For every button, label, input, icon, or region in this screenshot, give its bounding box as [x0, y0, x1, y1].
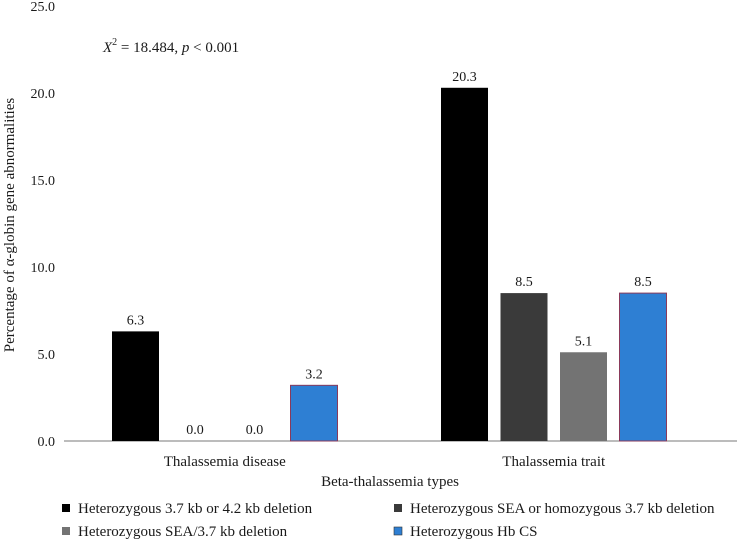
- bar: [619, 292, 667, 442]
- category-label: Thalassemia trait: [502, 454, 606, 470]
- bar: [560, 352, 607, 441]
- legend-label: Heterozygous 3.7 kb or 4.2 kb deletion: [78, 501, 313, 517]
- data-label: 5.1: [575, 334, 593, 349]
- stat-value: = 18.484,: [117, 40, 182, 56]
- data-label: 20.3: [452, 70, 477, 85]
- data-label: 6.3: [127, 313, 145, 328]
- legend-label: Heterozygous SEA or homozygous 3.7 kb de…: [410, 501, 715, 517]
- data-label: 3.2: [305, 367, 323, 382]
- legend-swatch: [62, 504, 70, 512]
- statistic-annotation: X2 = 18.484, p < 0.001: [102, 37, 239, 56]
- bars: [112, 87, 667, 442]
- data-label: 8.5: [634, 275, 652, 290]
- data-label: 0.0: [246, 423, 264, 438]
- y-tick-label: 20.0: [31, 87, 56, 102]
- p-symbol: p: [181, 40, 190, 56]
- y-axis: 0.0 5.0 10.0 15.0 20.0 25.0: [31, 0, 56, 450]
- legend-swatch: [62, 527, 70, 535]
- y-tick-label: 0.0: [38, 435, 56, 450]
- legend-label: Heterozygous Hb CS: [410, 524, 538, 540]
- y-tick-label: 15.0: [31, 174, 56, 189]
- y-axis-title: Percentage of α-globin gene abnormalitie…: [2, 98, 18, 353]
- category-label: Thalassemia disease: [164, 454, 286, 470]
- legend: Heterozygous 3.7 kb or 4.2 kb deletion He…: [62, 501, 715, 540]
- legend-swatch: [393, 526, 403, 536]
- category-labels: Thalassemia disease Thalassemia trait: [164, 454, 606, 470]
- legend-swatch: [394, 504, 402, 512]
- bar: [500, 293, 548, 441]
- y-tick-label: 25.0: [31, 0, 56, 15]
- p-value: < 0.001: [189, 40, 239, 56]
- bar: [290, 384, 338, 442]
- y-tick-label: 5.0: [38, 348, 56, 363]
- y-tick-label: 10.0: [31, 261, 56, 276]
- x-axis-title: Beta-thalassemia types: [321, 474, 459, 490]
- bar: [112, 331, 159, 441]
- data-labels: 6.3 20.3 0.0 8.5 0.0 5.1 3.2 8.5: [127, 70, 652, 438]
- stat-symbol: X: [102, 40, 113, 56]
- data-label: 8.5: [515, 275, 533, 290]
- bar: [441, 87, 488, 441]
- data-label: 0.0: [186, 423, 204, 438]
- stat-exponent: 2: [112, 37, 117, 48]
- legend-label: Heterozygous SEA/3.7 kb deletion: [78, 524, 288, 540]
